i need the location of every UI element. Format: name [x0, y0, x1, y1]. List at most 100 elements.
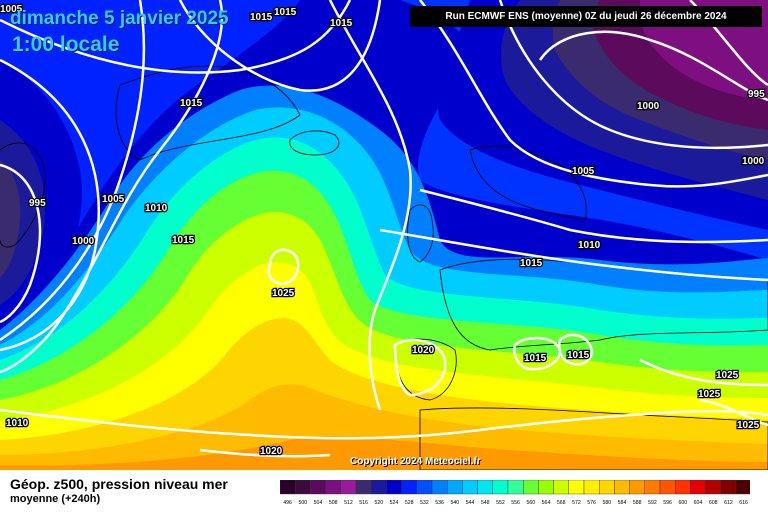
scale-label: 564 — [542, 500, 551, 506]
scale-label: 500 — [298, 500, 307, 506]
scandinavia-outline — [469, 145, 587, 221]
scale-swatch — [280, 480, 296, 495]
scale-label: 556 — [511, 500, 520, 506]
scale-swatch — [370, 480, 387, 495]
scale-label: 496 — [283, 500, 292, 506]
iberia-outline — [394, 338, 457, 401]
scale-swatch — [553, 480, 570, 495]
isobar-label: 1015 — [250, 12, 273, 23]
weather-map: 1005 1015 1015 1015 995 1015 1000 995 10… — [0, 0, 768, 470]
scale-swatch — [735, 480, 750, 495]
scale-label: 584 — [618, 500, 627, 506]
isobar-label: 1010 — [6, 418, 29, 429]
z500-field — [0, 0, 768, 470]
scale-swatch — [583, 480, 600, 495]
scale-label: 596 — [663, 500, 672, 506]
scale-label: 604 — [694, 500, 703, 506]
isobar-label: 1000 — [72, 236, 95, 247]
scale-label: 512 — [344, 500, 353, 506]
isobar-label: 1010 — [578, 240, 601, 251]
scale-label: 520 — [374, 500, 383, 506]
isobars — [0, 0, 768, 458]
isobar-label: 1005 — [572, 166, 595, 177]
scale-swatch — [690, 480, 706, 495]
scale-swatch — [659, 480, 676, 495]
scale-swatch — [401, 480, 417, 495]
scale-label: 536 — [435, 500, 444, 506]
isobar-label: 1000 — [742, 156, 765, 167]
copyright: Copyright 2024 Meteociel.fr — [350, 456, 481, 467]
isobar-label: 1025 — [698, 389, 721, 400]
scale-swatch — [294, 480, 311, 495]
isobar-label: 1015 — [274, 7, 297, 18]
scale-swatch — [492, 480, 509, 495]
scale-swatch — [720, 480, 737, 495]
scale-swatch — [416, 480, 433, 495]
scale-swatch — [325, 480, 341, 495]
isobar-label: 1025 — [716, 370, 739, 381]
scale-label: 544 — [466, 500, 475, 506]
scale-label: 580 — [602, 500, 611, 506]
isobar-label: 995 — [29, 198, 46, 209]
scale-swatch — [340, 480, 357, 495]
scale-label: 504 — [314, 500, 323, 506]
scale-swatch — [675, 480, 691, 495]
isobar-label: 1015 — [567, 350, 590, 361]
isobar-label: 1010 — [145, 203, 168, 214]
scale-swatch — [599, 480, 615, 495]
isobar-label: 1005 — [102, 194, 125, 205]
scale-label: 576 — [587, 500, 596, 506]
scale-label: 592 — [648, 500, 657, 506]
isobar-label: 1000 — [637, 101, 660, 112]
scale-label: 524 — [390, 500, 399, 506]
scale-swatch — [705, 480, 722, 495]
scale-swatch — [462, 480, 478, 495]
scale-label: 600 — [678, 500, 687, 506]
isobar-label: 1015 — [180, 98, 203, 109]
isobar-label: 1020 — [412, 345, 435, 356]
scale-swatch — [507, 480, 524, 495]
scale-label: 588 — [633, 500, 642, 506]
isobar-label: 1005 — [0, 4, 23, 15]
isobar-label: 1025 — [272, 288, 295, 299]
isobar-label: 995 — [748, 89, 765, 100]
scale-swatch — [446, 480, 463, 495]
scale-label: 616 — [739, 500, 748, 506]
scale-swatch — [310, 480, 326, 495]
isobar-labels: 1005 1015 1015 1015 995 1015 1000 995 10… — [0, 3, 766, 459]
forecast-date: dimanche 5 janvier 2025 — [10, 8, 229, 29]
scale-swatch — [568, 480, 585, 495]
scale-label: 548 — [481, 500, 490, 506]
scale-swatch — [431, 480, 448, 495]
caption-title: Géop. z500, pression niveau mer — [10, 476, 228, 492]
isobar-label: 1015 — [524, 353, 547, 364]
scale-label: 516 — [359, 500, 368, 506]
isobar-label: 1015 — [330, 18, 353, 29]
iceland-outline — [289, 130, 340, 156]
run-info: Run ECMWF ENS (moyenne) 0Z du jeudi 26 d… — [410, 6, 762, 27]
isobar-label: 1020 — [260, 446, 283, 457]
caption-subtitle: moyenne (+240h) — [10, 493, 101, 505]
scale-swatch — [477, 480, 494, 495]
scale-swatch — [538, 480, 554, 495]
scale-swatch — [355, 480, 372, 495]
british-isles-outline — [407, 204, 434, 263]
scale-label: 540 — [450, 500, 459, 506]
scale-label: 560 — [526, 500, 535, 506]
scale-swatch — [629, 480, 646, 495]
scale-label: 608 — [709, 500, 718, 506]
scale-swatch — [614, 480, 630, 495]
forecast-time: 1:00 locale — [12, 33, 120, 56]
color-scale: 496 500 504 508 512 516 520 524 528 532 536 540 544 5… — [280, 480, 750, 506]
scale-label: 528 — [405, 500, 414, 506]
isobar-label: 1015 — [520, 258, 543, 269]
scale-label: 532 — [420, 500, 429, 506]
scale-swatch — [522, 480, 539, 495]
scale-label: 572 — [572, 500, 581, 506]
scale-label: 612 — [724, 500, 733, 506]
scale-label: 568 — [557, 500, 566, 506]
scale-swatch — [386, 480, 402, 495]
isobar-label: 1015 — [172, 235, 195, 246]
isobar-label: 1025 — [737, 420, 760, 431]
scale-label: 552 — [496, 500, 505, 506]
